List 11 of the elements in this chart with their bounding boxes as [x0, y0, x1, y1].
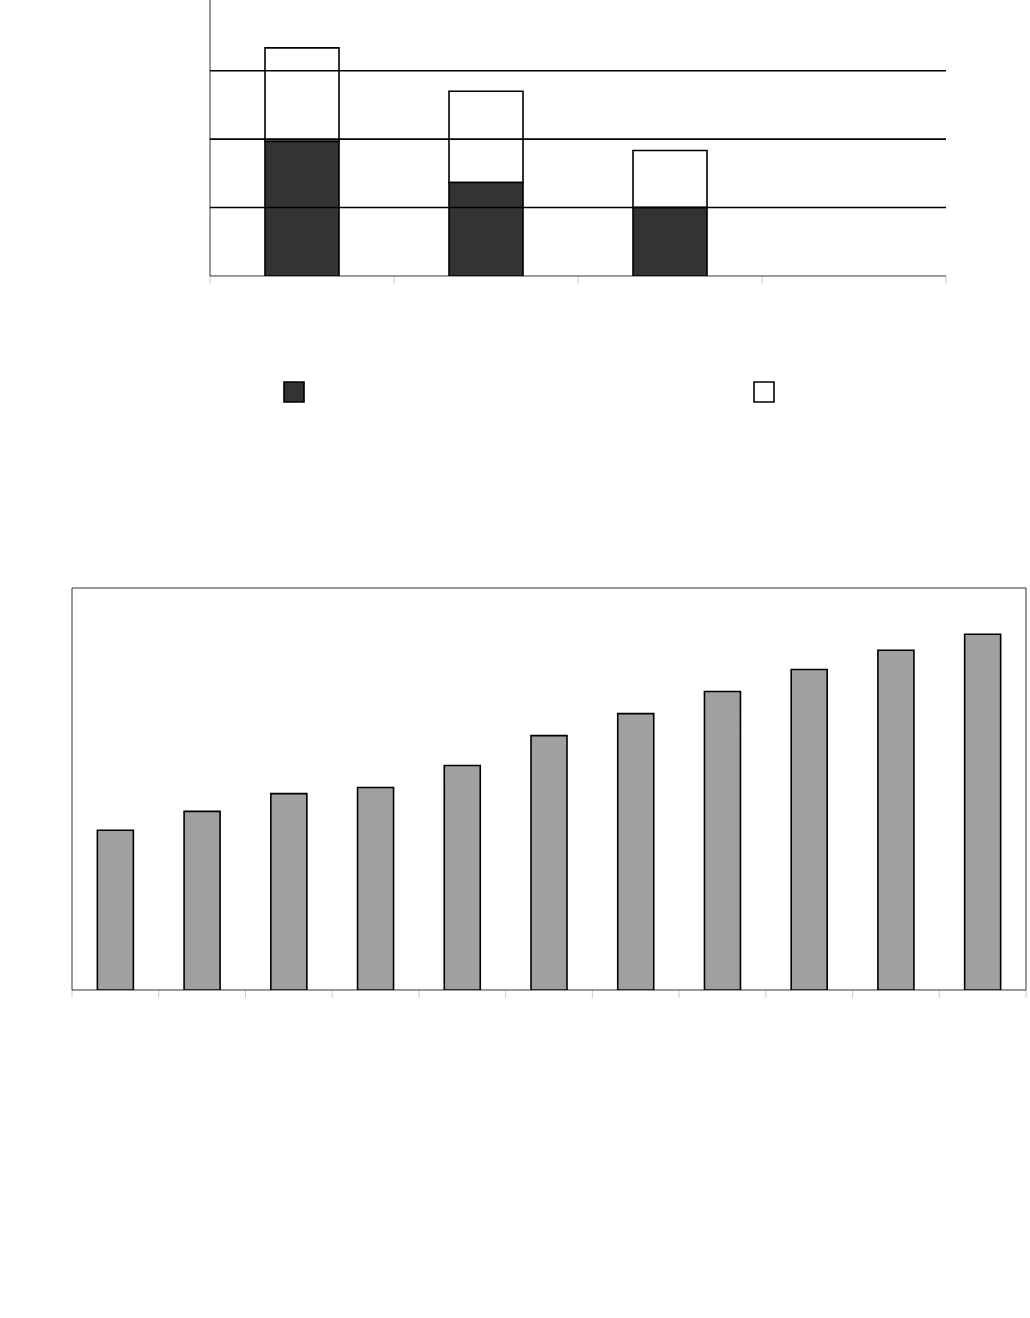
bar	[616, 712, 655, 990]
bar	[183, 810, 221, 990]
bar	[443, 764, 482, 990]
bar	[703, 690, 742, 990]
bar	[96, 829, 135, 990]
bar	[877, 649, 915, 990]
bar	[356, 786, 395, 990]
bar	[530, 734, 568, 990]
bar	[270, 792, 308, 990]
bar	[963, 633, 1002, 990]
bar	[790, 668, 828, 990]
